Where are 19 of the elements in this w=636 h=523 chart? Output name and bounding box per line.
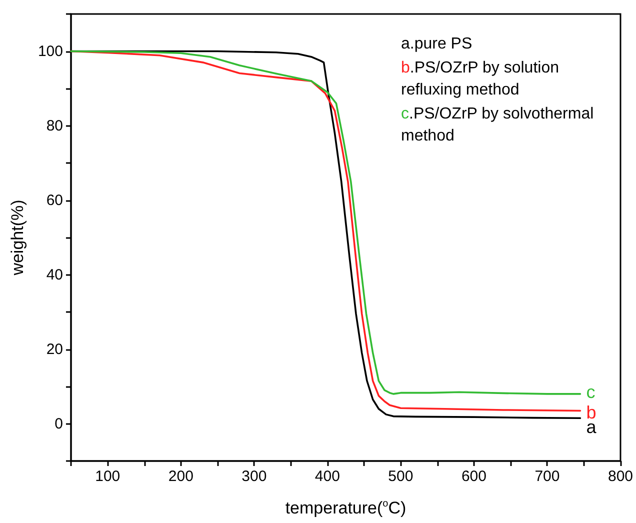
annotation: c [586,382,596,402]
y-tick-label: 60 [46,192,63,209]
text: c.PS/OZrP by solvothermal method [401,106,598,144]
x-tick-label: 400 [314,468,340,485]
text: b.PS/OZrP by solution refluxing method [401,60,564,98]
x-tick-label: 300 [242,468,267,485]
text: a.pure PS [401,36,472,52]
y-tick-label: 80 [46,117,63,134]
x-tick-label: 100 [95,468,120,485]
x-tick-label: 600 [461,468,486,485]
y-tick-label: 20 [46,340,63,358]
x-tick-label: 200 [168,468,194,485]
x-tick-label: 700 [534,468,560,485]
y-tick-label: 40 [46,266,63,284]
x-tick-label: 800 [608,468,633,485]
y-axis-title: weight(%) [8,200,27,276]
y-tick-label: 100 [38,42,63,60]
x-tick-label: 500 [388,468,414,485]
y-tick-label: 0 [54,415,63,432]
